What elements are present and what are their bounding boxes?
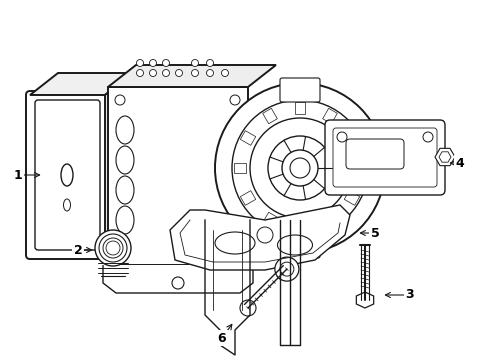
FancyBboxPatch shape xyxy=(280,78,320,102)
Circle shape xyxy=(95,230,131,266)
Polygon shape xyxy=(108,65,276,87)
Circle shape xyxy=(206,69,214,77)
Circle shape xyxy=(172,277,184,289)
FancyBboxPatch shape xyxy=(333,128,437,187)
Polygon shape xyxy=(170,205,350,270)
Circle shape xyxy=(206,59,214,67)
Polygon shape xyxy=(30,73,133,95)
FancyBboxPatch shape xyxy=(325,120,445,195)
Circle shape xyxy=(137,69,144,77)
Polygon shape xyxy=(248,107,268,127)
Text: 4: 4 xyxy=(450,157,465,170)
Circle shape xyxy=(230,95,240,105)
Polygon shape xyxy=(323,108,337,124)
Circle shape xyxy=(282,150,318,186)
Circle shape xyxy=(115,95,125,105)
Circle shape xyxy=(175,69,182,77)
Polygon shape xyxy=(295,222,305,234)
FancyBboxPatch shape xyxy=(26,91,109,259)
Circle shape xyxy=(215,83,385,253)
Circle shape xyxy=(257,227,273,243)
Ellipse shape xyxy=(64,199,71,211)
Circle shape xyxy=(192,69,198,77)
Polygon shape xyxy=(435,148,455,166)
Polygon shape xyxy=(234,163,246,173)
Polygon shape xyxy=(263,108,277,124)
Ellipse shape xyxy=(116,176,134,204)
Circle shape xyxy=(137,59,144,67)
Circle shape xyxy=(149,69,156,77)
Polygon shape xyxy=(248,235,268,255)
Circle shape xyxy=(163,69,170,77)
Circle shape xyxy=(423,132,433,142)
Text: 2: 2 xyxy=(74,243,92,257)
Polygon shape xyxy=(356,292,374,308)
Circle shape xyxy=(149,59,156,67)
Circle shape xyxy=(232,100,368,236)
FancyBboxPatch shape xyxy=(346,139,404,169)
Polygon shape xyxy=(295,102,305,114)
Text: 1: 1 xyxy=(14,168,40,181)
Circle shape xyxy=(106,241,120,255)
Polygon shape xyxy=(240,191,256,205)
Ellipse shape xyxy=(277,235,313,255)
Polygon shape xyxy=(103,265,253,293)
Polygon shape xyxy=(354,163,366,173)
Polygon shape xyxy=(323,212,337,228)
Circle shape xyxy=(280,262,294,276)
Circle shape xyxy=(275,257,299,281)
Polygon shape xyxy=(344,131,360,145)
FancyBboxPatch shape xyxy=(280,234,320,258)
Polygon shape xyxy=(240,131,256,145)
Polygon shape xyxy=(344,191,360,205)
Text: 6: 6 xyxy=(218,324,232,345)
Circle shape xyxy=(337,132,347,142)
Ellipse shape xyxy=(116,206,134,234)
Bar xyxy=(108,87,248,265)
Circle shape xyxy=(240,300,256,316)
Ellipse shape xyxy=(116,146,134,174)
Circle shape xyxy=(99,234,127,262)
Ellipse shape xyxy=(215,232,255,254)
Ellipse shape xyxy=(116,116,134,144)
Circle shape xyxy=(163,59,170,67)
Polygon shape xyxy=(105,73,133,255)
Polygon shape xyxy=(439,152,451,162)
Circle shape xyxy=(103,238,123,258)
Polygon shape xyxy=(263,212,277,228)
Text: 3: 3 xyxy=(386,288,415,302)
Circle shape xyxy=(250,118,350,218)
Text: 5: 5 xyxy=(361,226,379,239)
FancyBboxPatch shape xyxy=(35,100,100,250)
Circle shape xyxy=(192,59,198,67)
Ellipse shape xyxy=(61,164,73,186)
Circle shape xyxy=(268,136,332,200)
Circle shape xyxy=(290,158,310,178)
Circle shape xyxy=(221,69,228,77)
